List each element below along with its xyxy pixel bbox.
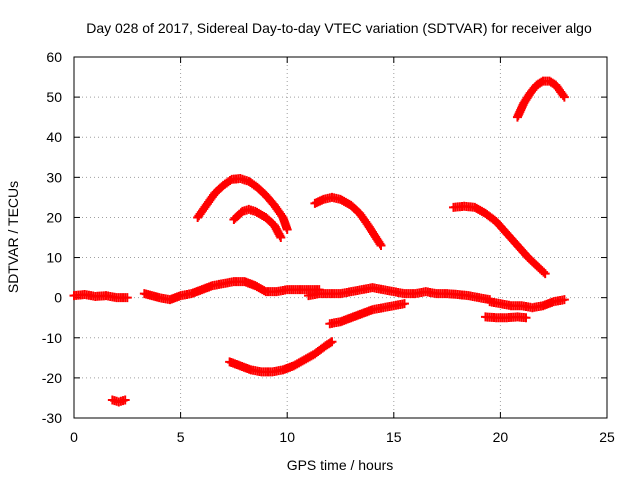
series-flat-5: [480, 312, 531, 323]
y-tick-label: 40: [46, 129, 62, 145]
y-tick-label: 20: [46, 209, 62, 225]
x-axis-label: GPS time / hours: [287, 457, 394, 473]
x-tick-label: 25: [599, 429, 615, 445]
data-point: [558, 90, 568, 100]
data-point: [327, 337, 337, 347]
series-baseline-b: [139, 277, 324, 305]
series-rise-6: [325, 299, 409, 329]
data-point: [559, 92, 569, 102]
data-point: [559, 295, 569, 305]
data-point: [539, 267, 549, 277]
y-tick-label: -10: [42, 330, 62, 346]
x-tick-label: 0: [70, 429, 78, 445]
x-tick-label: 15: [386, 429, 402, 445]
series-dip-low: [107, 395, 130, 407]
data-point: [122, 293, 132, 303]
x-tick-label: 5: [177, 429, 185, 445]
grid-layer: [74, 57, 607, 418]
series-arc-30: [193, 174, 292, 234]
x-tick-label: 10: [279, 429, 295, 445]
series-arc-22: [229, 204, 286, 242]
series-baseline-a: [69, 289, 132, 303]
plot-frame: [73, 56, 608, 419]
data-point: [325, 338, 335, 348]
data-layer: [69, 76, 569, 407]
series-baseline-c: [304, 283, 495, 305]
series-arc-25: [310, 192, 386, 251]
y-tick-label: 60: [46, 49, 62, 65]
data-point: [399, 299, 409, 309]
y-axis-label: SDTVAR / TECUs: [5, 181, 21, 293]
x-tick-label: 20: [493, 429, 509, 445]
y-tick-label: 50: [46, 89, 62, 105]
data-point: [276, 233, 286, 242]
data-point: [282, 224, 292, 234]
series-valley-18: [225, 337, 337, 377]
y-tick-label: 10: [46, 250, 62, 266]
series-arc-54: [512, 76, 569, 122]
y-tick-label: -20: [42, 370, 62, 386]
data-point: [376, 241, 386, 251]
data-point: [375, 239, 385, 249]
y-tick-label: -30: [42, 410, 62, 426]
data-point: [120, 395, 130, 405]
y-tick-label: 30: [46, 169, 62, 185]
y-tick-label: 0: [54, 290, 62, 306]
chart-title: Day 028 of 2017, Sidereal Day-to-day VTE…: [86, 20, 592, 36]
series-baseline-d: [485, 295, 569, 313]
series-arc-22b: [448, 201, 550, 279]
data-point: [521, 313, 531, 323]
ticks-layer: 0 5 10 15 20 25 -30 -20 -10 0 10 20 30 40 50 60: [42, 49, 615, 445]
data-point: [540, 269, 550, 279]
